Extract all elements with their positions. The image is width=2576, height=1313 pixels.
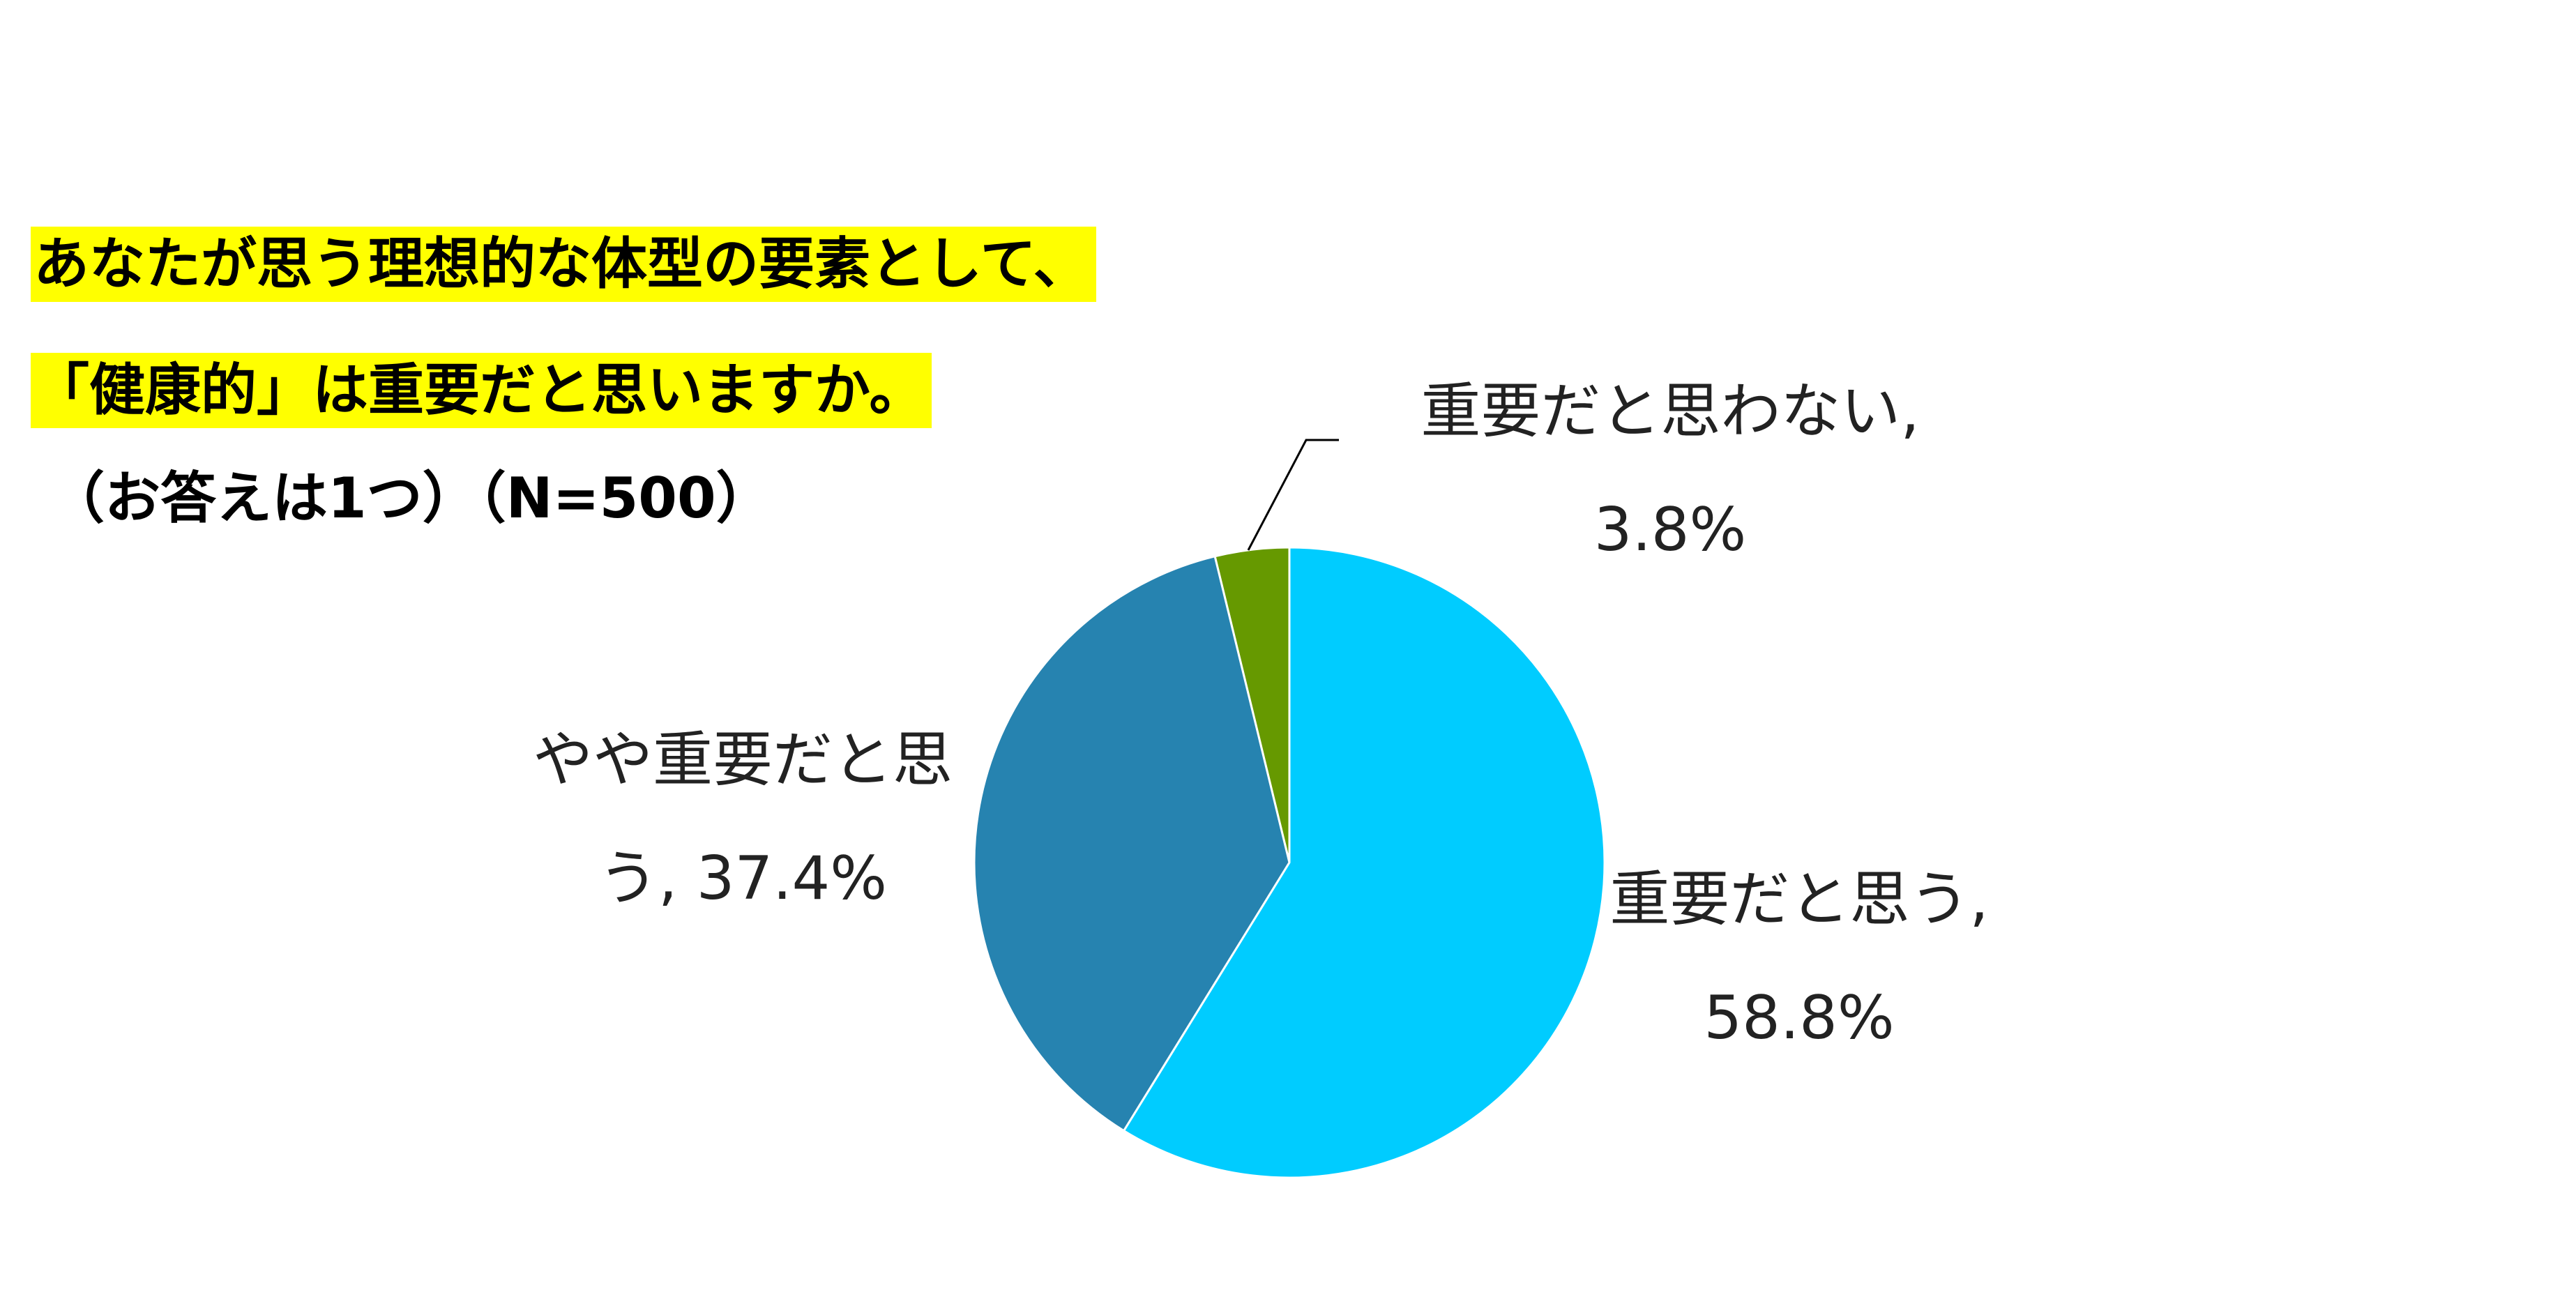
data-label: 重要だと思わない, 3.8% (1395, 352, 1946, 589)
pie-slice (1122, 546, 1606, 1179)
label-value: 37.4% (696, 844, 887, 913)
data-label: やや重要だと思う, 37.4% (516, 701, 969, 938)
leader-line (1247, 439, 1339, 551)
chart-title: 「健康的」は重要だと思いますか。 (31, 353, 932, 428)
chart-subtitle: （お答えは1つ）（N=500） (49, 466, 772, 531)
label-category: 重要だと思わない, (1420, 377, 1920, 446)
chart-title: あなたが思う理想的な体型の要素として、 (31, 227, 1096, 302)
label-value: 58.8% (1704, 983, 1895, 1053)
label-category: やや重要だと思う, (533, 725, 953, 913)
pie-slice (973, 555, 1291, 1132)
data-label: 重要だと思う, 58.8% (1597, 840, 2001, 1077)
label-category: 重要だと思う, (1609, 865, 1989, 934)
label-value: 3.8% (1593, 495, 1747, 565)
